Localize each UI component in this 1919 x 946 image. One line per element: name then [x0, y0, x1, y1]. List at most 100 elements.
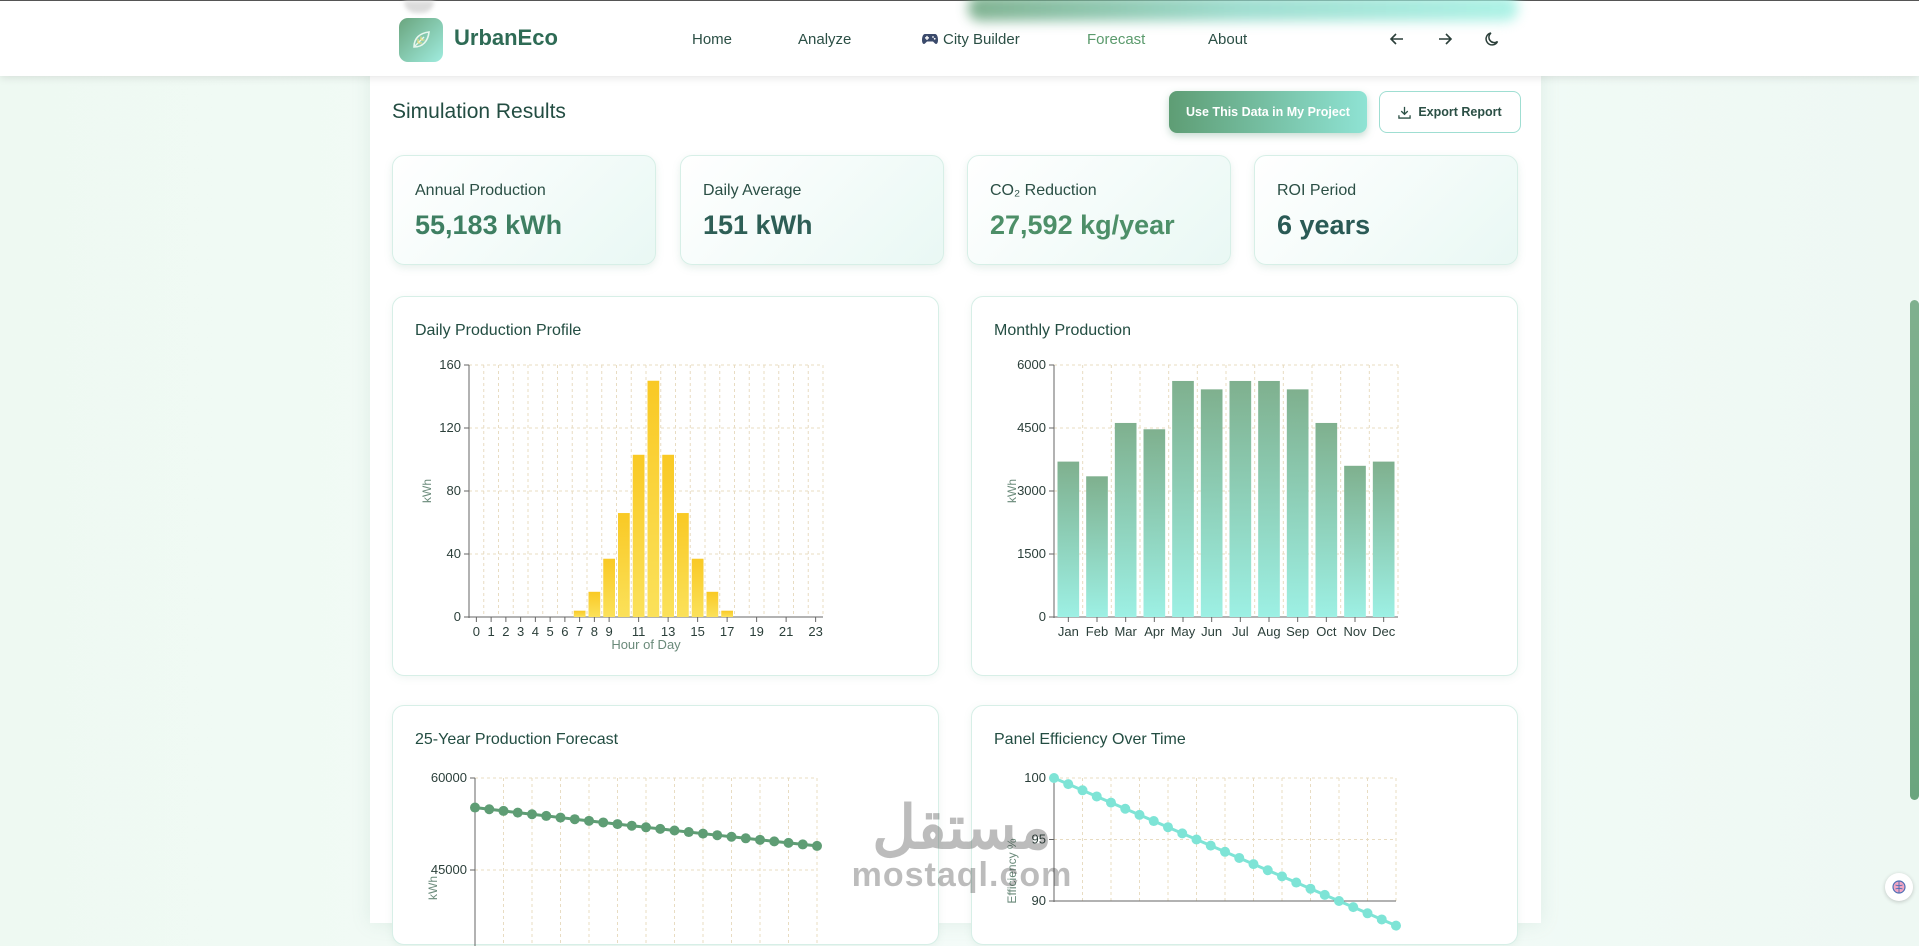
back-button[interactable] — [1385, 27, 1409, 51]
data-point — [1348, 902, 1359, 913]
x-tick-label: 8 — [591, 624, 598, 639]
chart-card-forecast: 25-Year Production Forecast 300004500060… — [392, 705, 939, 946]
data-point — [641, 822, 651, 833]
bar — [721, 610, 733, 617]
bar — [1086, 476, 1108, 617]
data-point — [812, 840, 822, 851]
stat-value: 6 years — [1277, 210, 1371, 240]
y-tick-label: 1500 — [1017, 546, 1046, 561]
top-navbar: UrbanEco Home Analyze City Builder Forec… — [0, 0, 1919, 76]
chart-title: 25-Year Production Forecast — [415, 731, 619, 748]
x-tick-label: 7 — [576, 624, 583, 639]
chart-card-monthly: Monthly Production 0 1500 3000 4500 6000 kWh J… — [971, 296, 1518, 676]
data-point — [1134, 809, 1145, 820]
nav-about[interactable]: About — [1208, 31, 1248, 48]
export-report-label: Export Report — [1418, 105, 1502, 119]
data-point — [1106, 797, 1116, 808]
nav-forecast[interactable]: Forecast — [1087, 31, 1146, 48]
x-tick-label: Jul — [1232, 624, 1249, 639]
nav-analyze[interactable]: Analyze — [798, 31, 852, 48]
y-tick-label: 0 — [454, 609, 461, 624]
y-axis-label: Efficiency % — [1005, 838, 1019, 903]
bar — [647, 380, 660, 617]
page-scrollbar[interactable] — [1910, 300, 1919, 800]
brand-logo[interactable] — [399, 18, 443, 62]
x-tick-label: May — [1171, 624, 1196, 639]
stat-label: Daily Average — [703, 182, 802, 199]
x-tick-label: 21 — [779, 624, 793, 639]
data-point — [569, 814, 580, 825]
bar — [1286, 389, 1309, 617]
stat-card-annual-production: Annual Production 55,183 kWh — [392, 155, 656, 265]
data-point — [598, 817, 609, 828]
bar — [1143, 429, 1166, 617]
y-tick-label: 45000 — [431, 862, 467, 877]
data-point — [1305, 883, 1316, 894]
stat-card-daily-average: Daily Average 151 kWh — [680, 155, 944, 265]
data-point — [498, 805, 509, 816]
data-point — [783, 837, 794, 848]
watermark-arabic: مستقل — [872, 794, 1052, 861]
data-point — [626, 820, 637, 831]
y-tick-label: 40 — [447, 546, 461, 561]
x-axis-label: Hour of Day — [611, 637, 681, 652]
data-point — [541, 810, 552, 821]
nav-city-builder[interactable]: City Builder — [922, 31, 1020, 48]
y-axis-label: kWh — [426, 876, 440, 900]
x-tick-label: 23 — [808, 624, 822, 639]
data-point — [712, 830, 723, 841]
data-point — [797, 839, 808, 850]
data-point — [1077, 785, 1088, 796]
data-point — [470, 802, 480, 813]
page-title: Simulation Results — [392, 100, 566, 123]
y-axis-label: kWh — [420, 479, 434, 503]
bar — [618, 513, 630, 617]
floating-help-button[interactable] — [1885, 873, 1913, 901]
bar — [1057, 461, 1080, 617]
data-point — [612, 819, 623, 830]
data-point — [1049, 773, 1059, 783]
bar — [677, 513, 689, 617]
y-tick-label: 100 — [1024, 770, 1046, 785]
x-tick-label: 1 — [488, 624, 495, 639]
y-tick-label: 95 — [1032, 832, 1046, 847]
decorative-glow — [968, 0, 1518, 21]
data-point — [527, 809, 537, 820]
efficiency-chart: 90 95 100 Efficiency % — [1005, 770, 1401, 931]
data-point — [726, 831, 737, 842]
theme-toggle-button[interactable] — [1481, 27, 1505, 51]
x-tick-label: 6 — [561, 624, 568, 639]
bar — [1344, 465, 1366, 617]
bar — [1372, 461, 1395, 617]
y-tick-label: 120 — [439, 420, 461, 435]
y-tick-label: 80 — [447, 483, 461, 498]
stat-label: CO₂ Reduction — [990, 182, 1097, 199]
x-tick-label: 19 — [749, 624, 763, 639]
bar — [1315, 422, 1338, 617]
chart-card-daily-profile: Daily Production Profile 0 40 80 120 160 kWh 0… — [392, 296, 939, 676]
brand-name[interactable]: UrbanEco — [454, 25, 558, 50]
forward-button[interactable] — [1433, 27, 1457, 51]
x-tick-label: Sep — [1286, 624, 1309, 639]
nav-home[interactable]: Home — [692, 31, 733, 48]
export-report-button[interactable]: Export Report — [1379, 91, 1521, 133]
bar — [662, 454, 674, 617]
x-tick-label: Apr — [1144, 624, 1165, 639]
nav-city-builder-label: City Builder — [943, 31, 1020, 48]
x-tick-label: Jan — [1058, 624, 1079, 639]
watermark: مستقل mostaql.com — [842, 796, 1082, 896]
y-tick-label: 0 — [1039, 609, 1046, 624]
data-point — [1319, 889, 1330, 900]
y-tick-label: 6000 — [1017, 357, 1046, 372]
x-tick-label: 5 — [547, 624, 554, 639]
data-point — [1277, 871, 1287, 882]
data-point — [698, 828, 708, 839]
data-point — [683, 827, 694, 838]
chart-title: Panel Efficiency Over Time — [994, 731, 1186, 748]
monthly-production-chart: 0 1500 3000 4500 6000 kWh Jan Feb Mar Apr May Jun Ju… — [1005, 357, 1399, 639]
use-data-button[interactable]: Use This Data in My Project — [1169, 91, 1367, 133]
y-tick-label: 160 — [439, 357, 461, 372]
x-tick-label: 0 — [473, 624, 480, 639]
x-tick-label: 11 — [632, 624, 646, 639]
